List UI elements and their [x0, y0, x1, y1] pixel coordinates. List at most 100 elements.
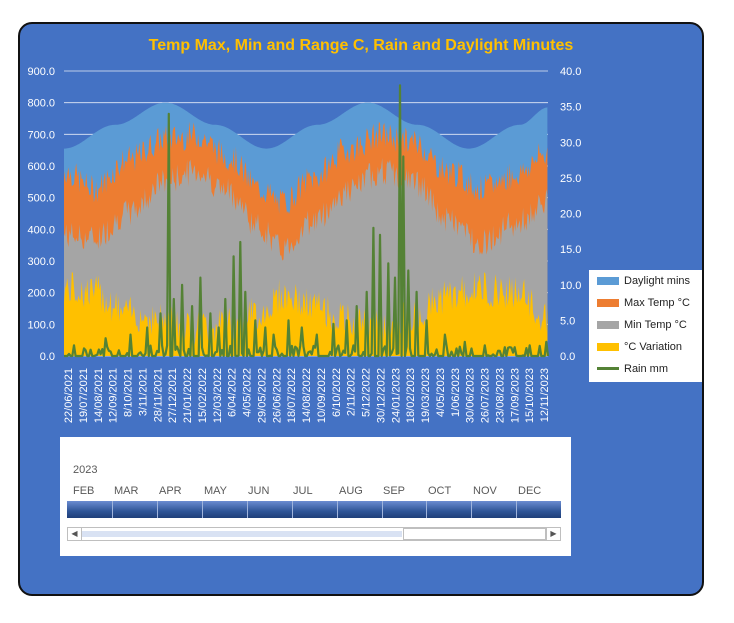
x-axis-tick-label: 12/03/2022 — [212, 368, 224, 423]
left-axis-tick-label: 600.0 — [27, 161, 55, 173]
x-axis-tick-label: 4/05/2022 — [242, 368, 254, 417]
x-axis-tick-label: 21/01/2022 — [182, 368, 194, 423]
series-min-temp-area — [64, 157, 548, 356]
right-axis-tick-label: 40.0 — [560, 66, 581, 78]
right-axis-tick-label: 25.0 — [560, 173, 581, 185]
x-axis-tick-label: 6/04/2022 — [227, 368, 239, 417]
chart-legend: Daylight mins Max Temp °C Min Temp °C °C… — [589, 270, 702, 382]
x-axis-tick-label: 8/10/2021 — [123, 368, 135, 417]
left-axis-tick-label: 400.0 — [27, 224, 55, 236]
left-axis-tick-label: 500.0 — [27, 193, 55, 205]
legend-label-variation: °C Variation — [624, 341, 682, 353]
timeline-month-nov[interactable]: NOV — [473, 485, 497, 497]
x-axis-tick-label: 1/06/2023 — [450, 368, 462, 417]
timeline-month-dec[interactable]: DEC — [518, 485, 542, 497]
right-axis-tick-label: 35.0 — [560, 102, 581, 114]
timeline-slicer[interactable]: 2023 FEB MAR APR MAY JUN JUL AUG SEP OCT… — [60, 437, 571, 556]
legend-swatch-min-temp — [597, 321, 619, 330]
left-axis-tick-label: 0.0 — [40, 351, 55, 363]
timeline-year-label: 2023 — [73, 464, 98, 476]
timeline-divider — [292, 501, 293, 518]
x-axis-tick-label: 14/08/2021 — [93, 368, 105, 423]
x-axis-tick-label: 5/12/2022 — [361, 368, 373, 417]
x-axis-tick-label: 18/02/2023 — [405, 368, 417, 423]
x-axis-tick-label: 23/08/2023 — [494, 368, 506, 423]
right-axis-tick-label: 15.0 — [560, 244, 581, 256]
legend-item-max-temp: Max Temp °C — [597, 297, 690, 311]
timeline-divider — [426, 501, 427, 518]
x-axis-tick-label: 15/10/2023 — [524, 368, 536, 423]
x-axis-tick-label: 22/06/2021 — [63, 368, 75, 423]
legend-swatch-max-temp — [597, 299, 619, 308]
left-axis-tick-label: 700.0 — [27, 129, 55, 141]
timeline-divider — [157, 501, 158, 518]
x-axis-tick-label: 30/12/2022 — [375, 368, 387, 423]
x-axis-tick-label: 12/11/2023 — [539, 368, 551, 422]
legend-label-min-temp: Min Temp °C — [624, 319, 687, 331]
legend-swatch-daylight — [597, 277, 619, 286]
timeline-divider — [382, 501, 383, 518]
left-axis-tick-label: 300.0 — [27, 256, 55, 268]
timeline-month-feb[interactable]: FEB — [73, 485, 95, 497]
right-axis-tick-label: 0.0 — [560, 351, 575, 363]
x-axis-tick-label: 4/05/2023 — [435, 368, 447, 417]
legend-item-rain: Rain mm — [597, 363, 668, 377]
x-axis-tick-label: 24/01/2023 — [390, 368, 402, 423]
right-axis-tick-label: 20.0 — [560, 209, 581, 221]
x-axis-tick-label: 29/05/2022 — [256, 368, 268, 423]
x-axis-tick-label: 14/08/2022 — [301, 368, 313, 423]
x-axis-tick-label: 27/12/2021 — [167, 368, 179, 423]
x-axis-tick-label: 30/06/2023 — [465, 368, 477, 423]
timeline-divider — [112, 501, 113, 518]
timeline-divider — [202, 501, 203, 518]
timeline-month-mar[interactable]: MAR — [114, 485, 139, 497]
x-axis-tick-label: 10/09/2022 — [316, 368, 328, 423]
x-axis-tick-label: 3/11/2021 — [137, 368, 149, 416]
timeline-month-may[interactable]: MAY — [204, 485, 228, 497]
x-axis-tick-label: 28/11/2021 — [152, 368, 164, 422]
x-axis-tick-label: 6/10/2022 — [331, 368, 343, 417]
scroll-right-icon[interactable]: ▶ — [546, 528, 560, 540]
timeline-scrollbar[interactable]: ◀ ▶ — [67, 527, 561, 541]
timeline-selection-bar[interactable] — [67, 501, 561, 518]
x-axis-tick-label: 26/07/2023 — [480, 368, 492, 423]
timeline-month-sep[interactable]: SEP — [383, 485, 406, 497]
left-axis-tick-label: 100.0 — [27, 319, 55, 331]
right-axis-tick-label: 10.0 — [560, 280, 581, 292]
x-axis-tick-label: 2/11/2022 — [346, 368, 358, 416]
x-axis-tick-label: 18/07/2022 — [286, 368, 298, 423]
timeline-divider — [471, 501, 472, 518]
timeline-month-apr[interactable]: APR — [159, 485, 182, 497]
x-axis-tick-label: 15/02/2022 — [197, 368, 209, 423]
legend-item-variation: °C Variation — [597, 341, 682, 355]
timeline-month-jun[interactable]: JUN — [248, 485, 270, 497]
legend-label-daylight: Daylight mins — [624, 275, 691, 287]
timeline-scroll-thumb[interactable] — [403, 528, 546, 540]
x-axis-tick-label: 17/09/2023 — [509, 368, 521, 423]
x-axis-tick-label: 26/06/2022 — [271, 368, 283, 423]
left-axis-tick-label: 200.0 — [27, 288, 55, 300]
timeline-month-jul[interactable]: JUL — [293, 485, 313, 497]
left-axis-tick-label: 900.0 — [27, 66, 55, 78]
chart-title: Temp Max, Min and Range C, Rain and Dayl… — [149, 37, 574, 54]
legend-label-max-temp: Max Temp °C — [624, 297, 690, 309]
timeline-divider — [516, 501, 517, 518]
legend-item-min-temp: Min Temp °C — [597, 319, 687, 333]
x-axis-tick-label: 19/03/2023 — [420, 368, 432, 423]
legend-label-rain: Rain mm — [624, 363, 669, 375]
legend-item-daylight: Daylight mins — [597, 275, 690, 289]
series-rain-line — [64, 84, 550, 358]
timeline-month-aug[interactable]: AUG — [339, 485, 363, 497]
x-axis-tick-label: 12/09/2021 — [108, 368, 120, 423]
scroll-left-icon[interactable]: ◀ — [68, 528, 82, 540]
right-axis-tick-label: 5.0 — [560, 315, 575, 327]
timeline-month-oct[interactable]: OCT — [428, 485, 452, 497]
timeline-scroll-track[interactable] — [82, 531, 402, 537]
right-axis-tick-label: 30.0 — [560, 137, 581, 149]
left-axis-tick-label: 800.0 — [27, 98, 55, 110]
legend-swatch-rain — [597, 366, 619, 370]
timeline-divider — [337, 501, 338, 518]
x-axis-tick-label: 19/07/2021 — [78, 368, 90, 423]
legend-swatch-variation — [597, 343, 619, 352]
